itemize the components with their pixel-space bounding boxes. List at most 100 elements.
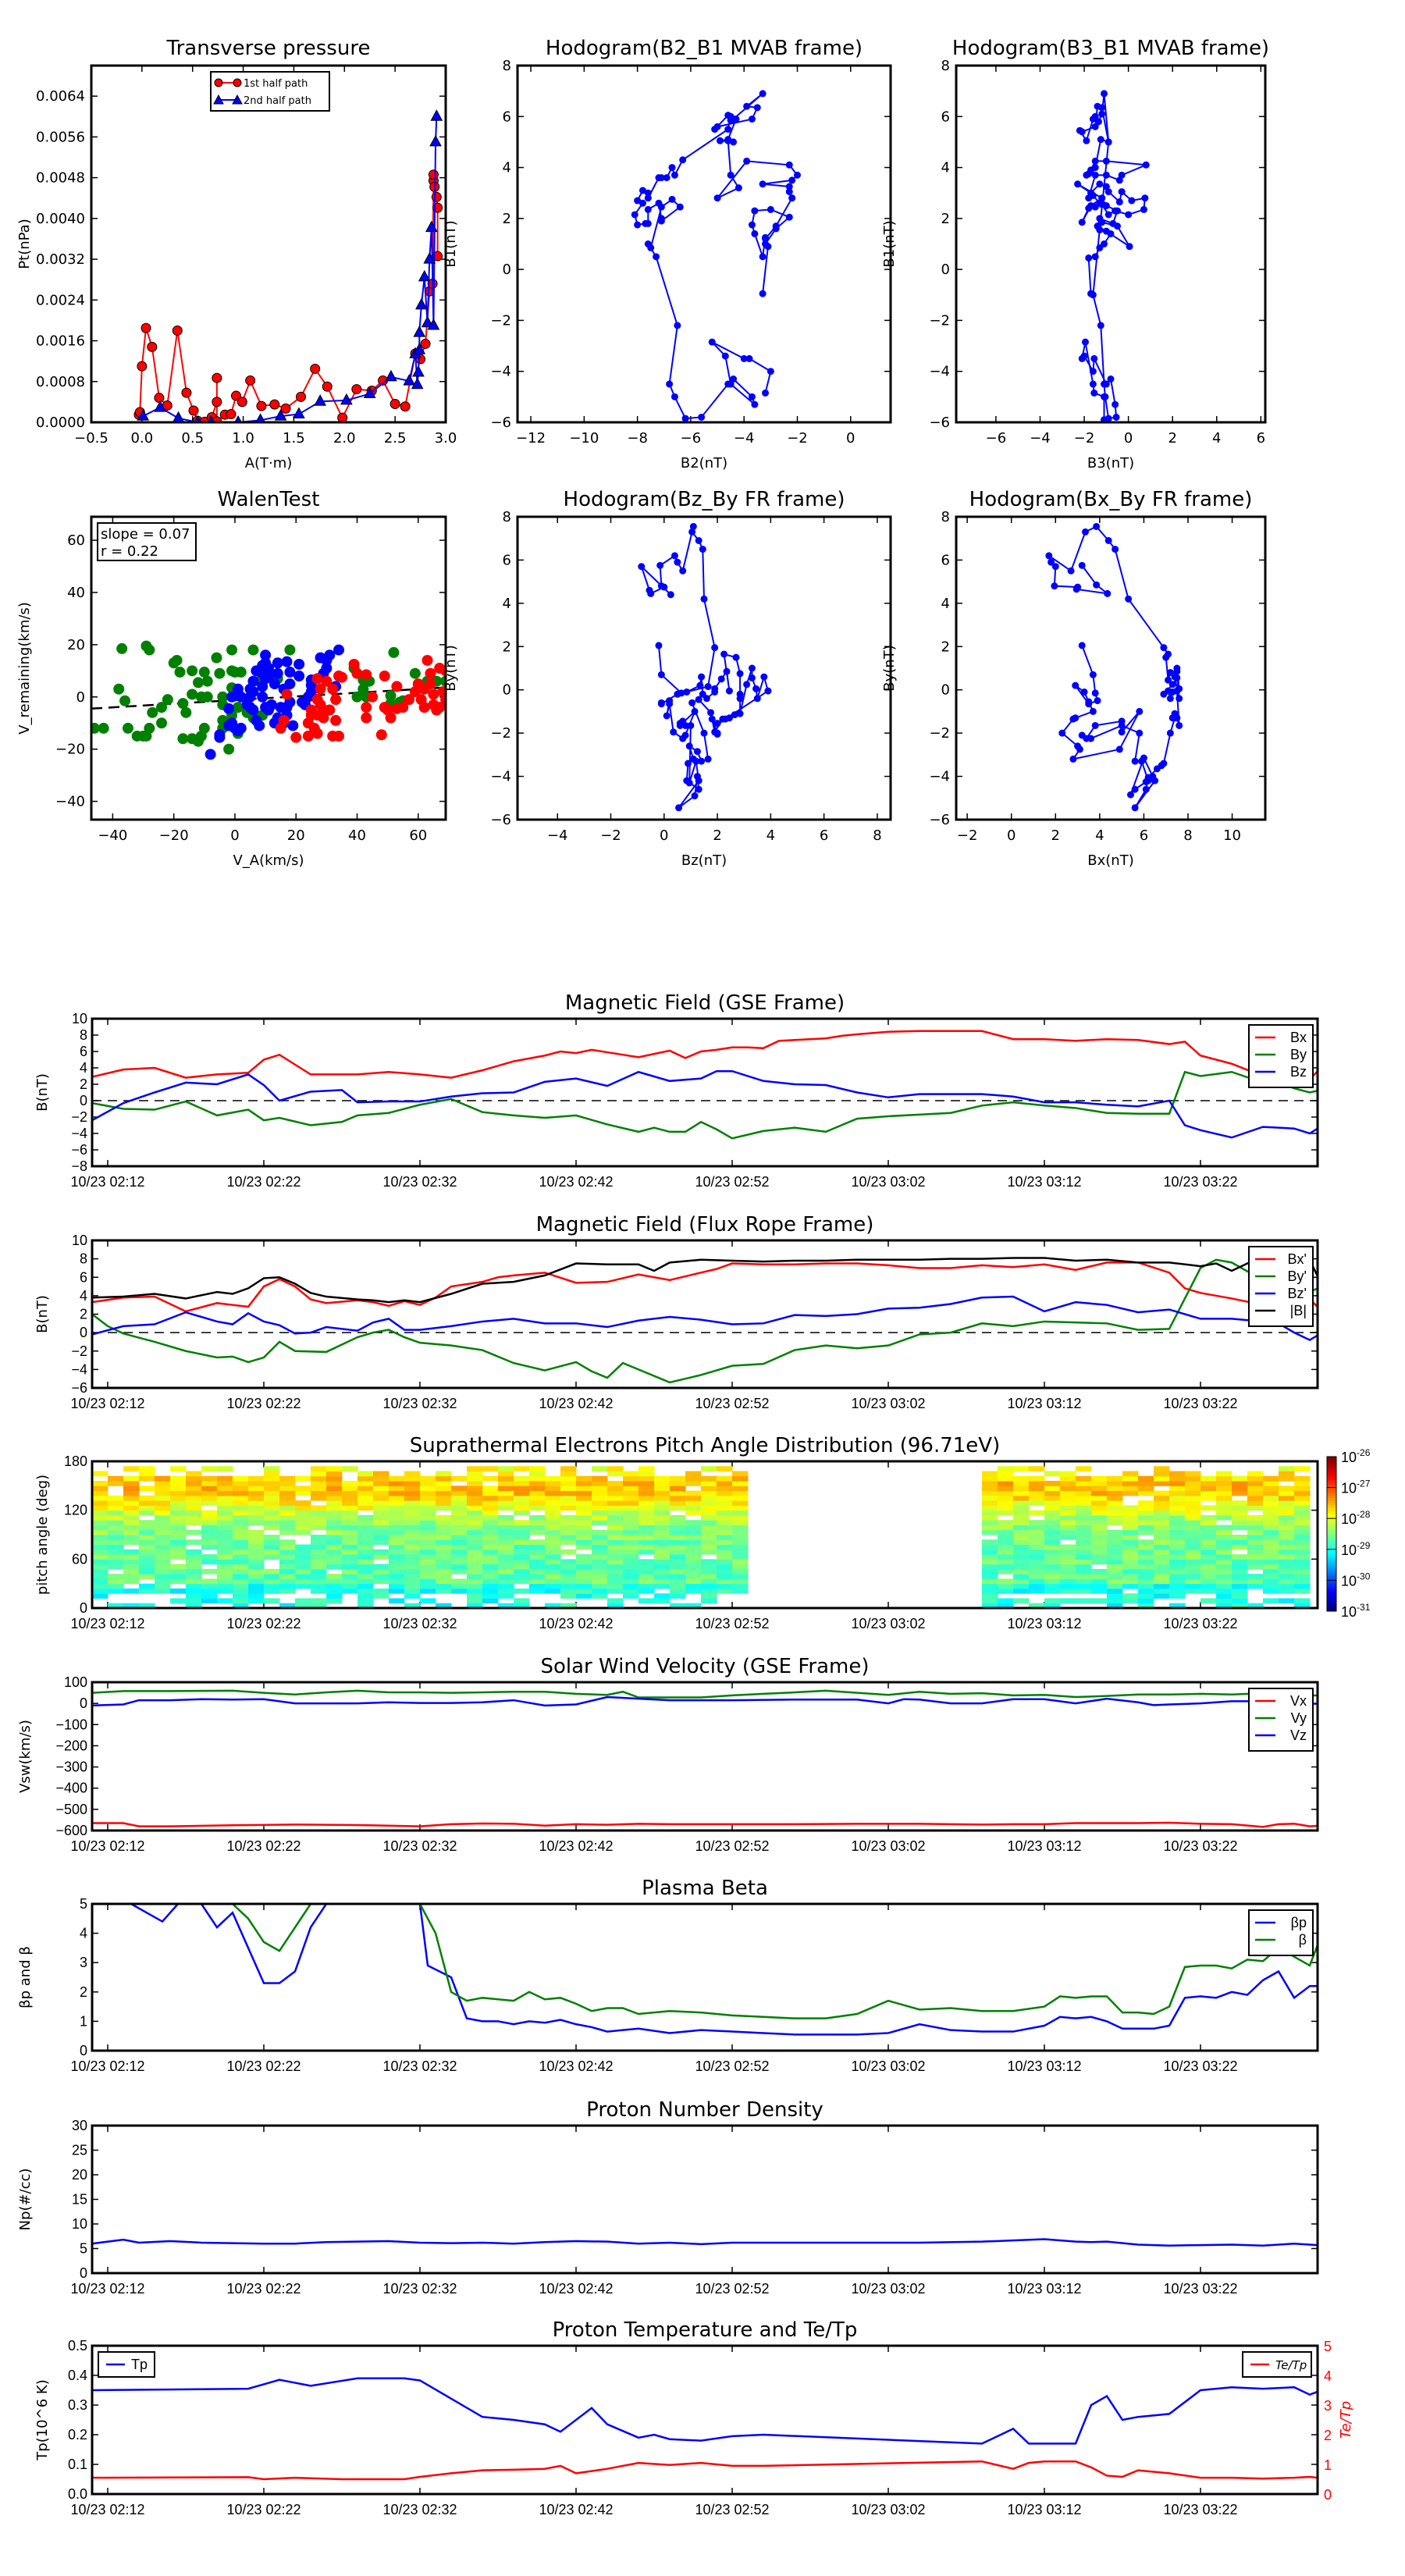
heatmap-cell: [1138, 1578, 1154, 1585]
y-tick-label: −4: [929, 364, 950, 380]
heatmap-cell: [638, 1475, 655, 1482]
heatmap-cell: [373, 1564, 389, 1570]
heatmap-cell: [389, 1588, 405, 1594]
colorbar-cell: [1327, 1534, 1336, 1537]
heatmap-cell: [560, 1603, 577, 1608]
data-point: [391, 681, 403, 692]
data-point: [1093, 522, 1101, 530]
heatmap-cell: [1122, 1559, 1139, 1565]
heatmap-cell: [201, 1525, 218, 1531]
x-tick-label: 10/23 02:12: [70, 1396, 144, 1411]
heatmap-cell: [186, 1554, 202, 1560]
heatmap-cell: [654, 1490, 670, 1496]
heatmap-cell: [1013, 1544, 1030, 1550]
heatmap-cell: [92, 1520, 108, 1525]
data-point: [1176, 685, 1183, 692]
x-tick-label: 8: [1183, 827, 1192, 844]
data-point: [638, 563, 646, 571]
heatmap-cell: [123, 1481, 140, 1486]
heatmap-cell: [1216, 1574, 1232, 1579]
heatmap-cell: [139, 1568, 155, 1574]
heatmap-cell: [607, 1505, 624, 1511]
heatmap-cell: [514, 1549, 530, 1555]
data-point: [187, 665, 198, 677]
heatmap-cell: [436, 1564, 452, 1570]
heatmap-cell: [732, 1500, 749, 1506]
heatmap-cell: [248, 1500, 265, 1506]
heatmap-cell: [155, 1539, 171, 1546]
heatmap-cell: [342, 1574, 358, 1579]
heatmap-cell: [1138, 1490, 1154, 1496]
colorbar-cell: [1327, 1560, 1336, 1563]
heatmap-cell: [1279, 1510, 1295, 1516]
heatmap-cell: [654, 1485, 670, 1492]
heatmap-cell: [139, 1535, 155, 1540]
legend-label: Vy: [1291, 1710, 1307, 1726]
y-tick-label: 25: [72, 2143, 87, 2158]
heatmap-cell: [1200, 1529, 1217, 1535]
heatmap-cell: [326, 1466, 343, 1472]
heatmap-cell: [467, 1471, 483, 1477]
heatmap-cell: [436, 1481, 452, 1486]
heatmap-cell: [451, 1510, 468, 1516]
heatmap-cell: [451, 1583, 468, 1589]
heatmap-cell: [92, 1471, 108, 1477]
data-point: [689, 522, 697, 530]
heatmap-cell: [1154, 1544, 1170, 1550]
heatmap-cell: [514, 1505, 530, 1511]
heatmap-cell: [1138, 1583, 1154, 1589]
heatmap-cell: [123, 1588, 140, 1594]
heatmap-cell: [92, 1500, 108, 1506]
heatmap-cell: [264, 1568, 280, 1574]
heatmap-cell: [685, 1475, 702, 1482]
heatmap-cell: [357, 1564, 374, 1570]
heatmap-cell: [451, 1525, 468, 1531]
heatmap-cell: [1263, 1481, 1279, 1486]
heatmap-cell: [1294, 1481, 1311, 1486]
heatmap-cell: [342, 1544, 358, 1550]
data-point: [1072, 585, 1080, 593]
data-point: [666, 697, 674, 705]
data-point: [119, 695, 131, 706]
heatmap-cell: [560, 1588, 577, 1594]
y-tick-label-right: 4: [1324, 2368, 1332, 2384]
heatmap-cell: [170, 1485, 187, 1492]
heatmap-cell: [92, 1510, 108, 1516]
heatmap-cell: [233, 1549, 249, 1555]
y-axis-label: Vsw(km/s): [17, 1720, 34, 1793]
heatmap-cell: [295, 1490, 311, 1496]
heatmap-cell: [404, 1593, 421, 1599]
x-tick-label: 10/23 02:12: [70, 2281, 144, 2297]
heatmap-cell: [685, 1505, 702, 1511]
heatmap-cell: [155, 1529, 171, 1535]
data-point: [748, 116, 756, 123]
heatmap-cell: [514, 1574, 530, 1579]
heatmap-cell: [1154, 1505, 1170, 1511]
y-tick-label: 6: [503, 552, 511, 568]
heatmap-cell: [1294, 1529, 1311, 1535]
series-B3-B1: [1074, 90, 1150, 422]
heatmap-cell: [1294, 1466, 1311, 1472]
data-point: [257, 691, 269, 703]
heatmap-cell: [170, 1539, 187, 1546]
heatmap-cell: [1076, 1559, 1092, 1565]
y-tick-label: 2: [80, 1076, 87, 1092]
heatmap-cell: [1122, 1525, 1139, 1531]
heatmap-cell: [420, 1475, 436, 1482]
heatmap-cell: [1013, 1529, 1030, 1535]
x-tick-label: 10/23 02:22: [226, 1174, 301, 1190]
y-tick-label: 4: [941, 596, 950, 612]
heatmap-cell: [998, 1505, 1014, 1511]
heatmap-cell: [638, 1564, 655, 1570]
heatmap-cell: [1091, 1520, 1108, 1525]
heatmap-cell: [139, 1554, 155, 1560]
data-point: [631, 211, 638, 219]
heatmap-cell: [123, 1495, 140, 1501]
heatmap-cell: [357, 1525, 374, 1531]
heatmap-cell: [404, 1505, 421, 1511]
plot-area: [91, 640, 446, 760]
heatmap-cell: [279, 1549, 296, 1555]
heatmap-cell: [638, 1505, 655, 1511]
heatmap-cell: [1185, 1554, 1201, 1560]
x-tick-label: 6: [1140, 827, 1148, 844]
